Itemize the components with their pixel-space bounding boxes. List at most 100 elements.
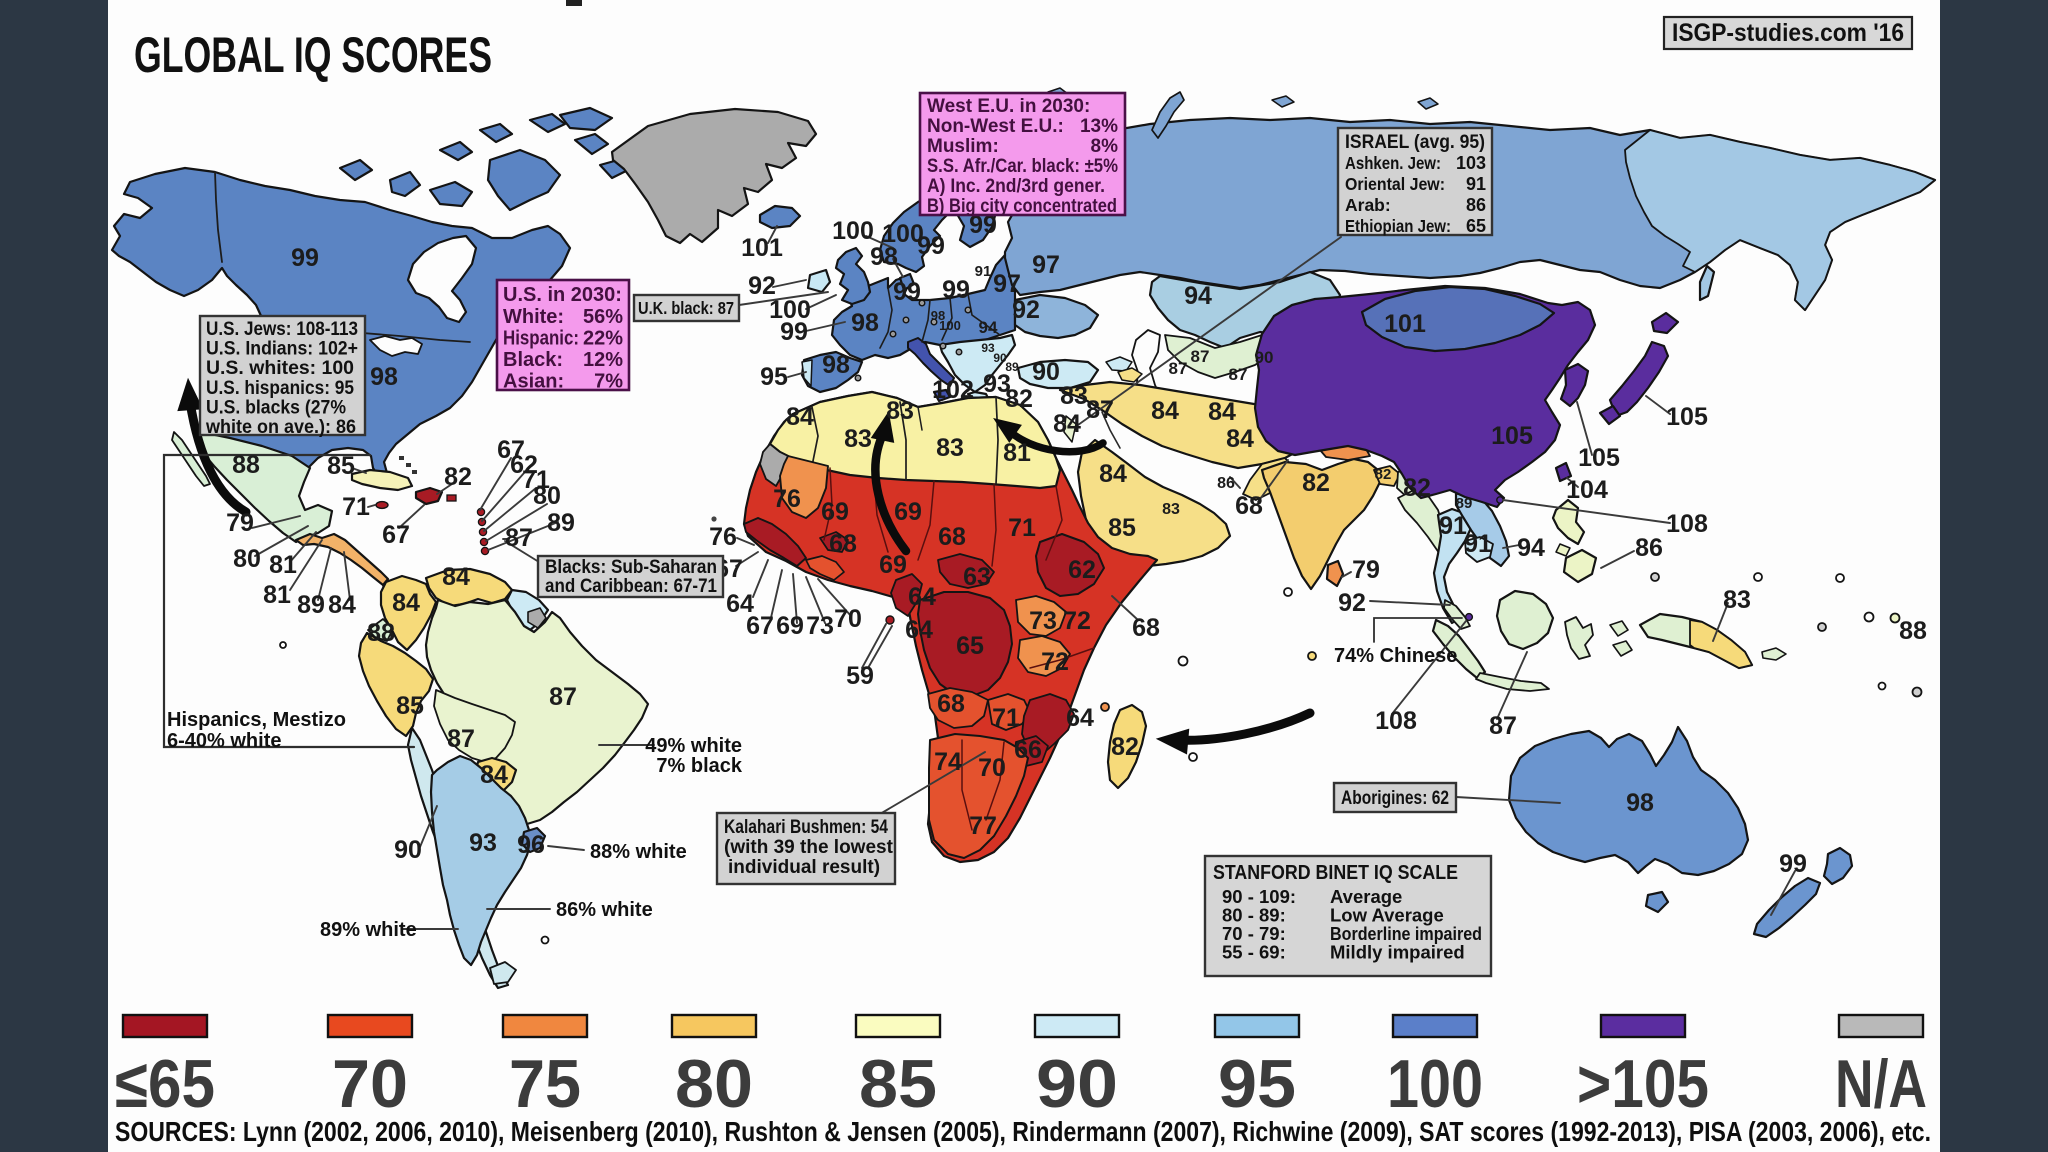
- svg-text:B) Big city concentrated: B) Big city concentrated: [927, 196, 1117, 217]
- svg-text:87: 87: [1489, 712, 1517, 740]
- svg-text:Muslim:: Muslim:: [927, 136, 999, 157]
- svg-text:71: 71: [992, 704, 1020, 732]
- svg-text:91: 91: [1464, 530, 1492, 558]
- svg-text:N/A: N/A: [1835, 1046, 1927, 1122]
- svg-text:74% Chinese: 74% Chinese: [1334, 645, 1457, 667]
- svg-text:49% white: 49% white: [645, 735, 742, 757]
- svg-text:68: 68: [1235, 492, 1263, 520]
- svg-text:Arab:: Arab:: [1345, 195, 1391, 215]
- svg-text:70: 70: [332, 1046, 408, 1122]
- svg-text:91: 91: [975, 263, 992, 280]
- svg-text:81: 81: [263, 581, 291, 609]
- svg-text:88: 88: [367, 619, 395, 647]
- svg-text:69: 69: [894, 498, 922, 526]
- svg-text:69: 69: [879, 551, 907, 579]
- svg-text:67: 67: [497, 436, 525, 464]
- svg-text:99: 99: [780, 318, 808, 346]
- svg-text:U.S. in 2030:: U.S. in 2030:: [503, 284, 622, 306]
- svg-text:84: 84: [480, 761, 508, 789]
- svg-text:66: 66: [1014, 736, 1042, 764]
- svg-text:56%: 56%: [583, 306, 623, 328]
- svg-text:A) Inc. 2nd/3rd gener.: A) Inc. 2nd/3rd gener.: [927, 176, 1105, 197]
- svg-text:ISRAEL (avg. 95): ISRAEL (avg. 95): [1345, 132, 1485, 153]
- svg-text:89: 89: [1005, 360, 1019, 374]
- svg-text:90: 90: [394, 836, 422, 864]
- svg-text:79: 79: [1352, 556, 1380, 584]
- svg-text:64: 64: [908, 583, 936, 611]
- svg-text:80: 80: [233, 545, 261, 573]
- svg-text:71: 71: [522, 466, 550, 494]
- svg-text:Ethiopian Jew:: Ethiopian Jew:: [1345, 216, 1451, 236]
- svg-text:80 - 89:: 80 - 89:: [1222, 905, 1286, 926]
- svg-text:U.S. whites: 100: U.S. whites: 100: [206, 358, 354, 379]
- svg-text:65: 65: [956, 632, 984, 660]
- svg-text:85: 85: [859, 1046, 937, 1122]
- svg-text:99: 99: [1779, 850, 1807, 878]
- svg-text:72: 72: [1063, 607, 1091, 635]
- svg-text:100: 100: [939, 318, 961, 333]
- svg-text:69: 69: [821, 498, 849, 526]
- svg-text:92: 92: [748, 272, 776, 300]
- svg-text:73: 73: [806, 612, 834, 640]
- svg-text:≤65: ≤65: [115, 1046, 215, 1122]
- svg-text:84: 84: [1053, 410, 1081, 438]
- svg-text:90 - 109:: 90 - 109:: [1222, 886, 1296, 907]
- svg-text:70: 70: [978, 754, 1006, 782]
- svg-text:6-40% white: 6-40% white: [167, 730, 281, 752]
- svg-text:105: 105: [1578, 444, 1620, 472]
- svg-text:82: 82: [1403, 474, 1431, 502]
- svg-text:89% white: 89% white: [320, 919, 417, 941]
- svg-text:99: 99: [291, 244, 319, 272]
- svg-text:84: 84: [786, 403, 814, 431]
- svg-text:99: 99: [893, 278, 921, 306]
- svg-text:7% black: 7% black: [656, 755, 742, 777]
- svg-text:91: 91: [1439, 512, 1467, 540]
- svg-text:84: 84: [392, 589, 420, 617]
- svg-text:72: 72: [1041, 648, 1069, 676]
- svg-text:96: 96: [517, 831, 545, 859]
- svg-text:U.S. Indians: 102+: U.S. Indians: 102+: [206, 339, 358, 360]
- svg-text:90: 90: [1255, 348, 1274, 367]
- svg-text:87: 87: [1191, 347, 1210, 366]
- svg-text:94: 94: [979, 318, 998, 337]
- svg-text:83: 83: [1723, 586, 1751, 614]
- svg-text:99: 99: [942, 276, 970, 304]
- svg-text:93: 93: [981, 341, 995, 355]
- svg-text:92: 92: [1012, 296, 1040, 324]
- svg-text:65: 65: [1466, 216, 1486, 236]
- svg-text:Blacks: Sub-Saharan: Blacks: Sub-Saharan: [545, 557, 717, 578]
- svg-text:83: 83: [936, 434, 964, 462]
- svg-text:Borderline impaired: Borderline impaired: [1330, 923, 1482, 944]
- svg-text:77: 77: [969, 812, 997, 840]
- svg-text:86: 86: [1466, 195, 1486, 215]
- svg-text:Mildly impaired: Mildly impaired: [1330, 942, 1465, 963]
- svg-text:86: 86: [1217, 475, 1235, 492]
- svg-text:West E.U. in 2030:: West E.U. in 2030:: [927, 96, 1090, 117]
- svg-text:12%: 12%: [583, 349, 623, 371]
- svg-text:S.S. Afr./Car. black: ±5%: S.S. Afr./Car. black: ±5%: [927, 156, 1118, 177]
- svg-text:22%: 22%: [583, 328, 623, 350]
- svg-text:individual result): individual result): [728, 857, 880, 878]
- svg-text:105: 105: [1666, 403, 1708, 431]
- svg-text:87: 87: [1229, 365, 1248, 384]
- svg-text:87: 87: [505, 524, 533, 552]
- svg-text:Kalahari Bushmen: 54: Kalahari Bushmen: 54: [724, 817, 888, 838]
- svg-text:62: 62: [1068, 556, 1096, 584]
- svg-text:87: 87: [1086, 396, 1114, 424]
- svg-text:84: 84: [1208, 398, 1236, 426]
- svg-text:Oriental Jew:: Oriental Jew:: [1345, 174, 1445, 194]
- svg-text:White:: White:: [503, 306, 564, 328]
- svg-text:81: 81: [269, 551, 297, 579]
- svg-text:84: 84: [1151, 397, 1179, 425]
- svg-text:93: 93: [983, 370, 1011, 398]
- svg-text:88% white: 88% white: [590, 841, 687, 863]
- svg-text:55 - 69:: 55 - 69:: [1222, 942, 1286, 963]
- svg-text:68: 68: [829, 530, 857, 558]
- svg-text:Hispanics, Mestizo: Hispanics, Mestizo: [167, 709, 346, 731]
- svg-text:84: 84: [1226, 425, 1254, 453]
- svg-text:83: 83: [1162, 501, 1180, 518]
- svg-text:79: 79: [226, 509, 254, 537]
- svg-text:74: 74: [934, 748, 962, 776]
- svg-text:95: 95: [760, 363, 788, 391]
- svg-text:85: 85: [1108, 514, 1136, 542]
